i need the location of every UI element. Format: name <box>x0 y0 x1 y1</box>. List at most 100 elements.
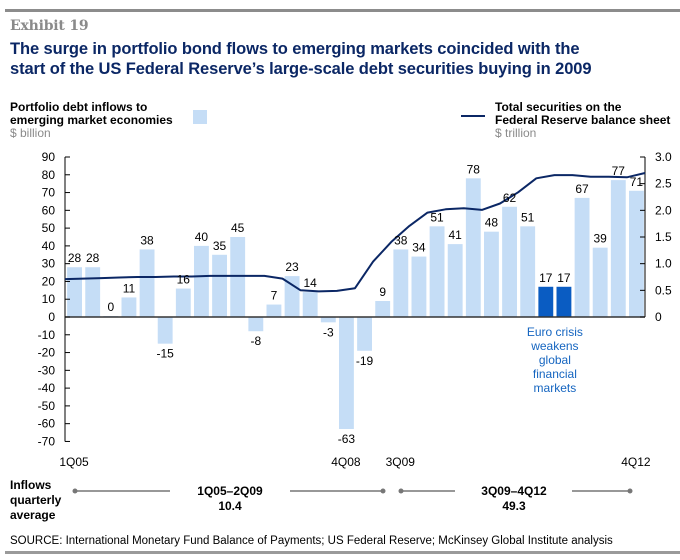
left-tick-label: -20 <box>38 346 56 360</box>
data-label-3Q11: 17 <box>539 271 553 285</box>
fed-balance-sheet-line <box>64 172 646 293</box>
left-tick-label: 80 <box>42 168 56 182</box>
right-tick-label: 0.5 <box>655 283 672 297</box>
left-tick-label: 0 <box>48 310 55 324</box>
data-label-3Q12: 77 <box>612 164 626 178</box>
legend-line-label-1: Total securities on the <box>495 100 622 114</box>
data-label-2Q06: -15 <box>157 347 175 361</box>
bar-2Q07 <box>230 237 246 317</box>
period-1-range: 1Q05–2Q09 <box>197 484 263 498</box>
data-label-1Q09: -19 <box>356 354 374 368</box>
bar-2Q06 <box>157 317 173 344</box>
legend-bars-label-2: emerging market economies <box>10 113 173 127</box>
bar-1Q11 <box>502 206 517 317</box>
data-label-1Q10: 51 <box>430 210 444 224</box>
data-label-2Q10: 41 <box>449 228 463 242</box>
data-label-2Q07: 45 <box>231 221 245 235</box>
annotation-line: financial <box>533 367 577 381</box>
bar-4Q10 <box>484 231 499 317</box>
data-label-1Q05: 28 <box>68 251 82 265</box>
left-tick-label: 10 <box>42 292 56 306</box>
legend-line-swatch <box>461 115 485 117</box>
bar-2Q12 <box>592 247 608 317</box>
data-label-4Q10: 48 <box>485 216 499 230</box>
data-label-2Q11: 51 <box>521 210 535 224</box>
right-tick-label: 0 <box>655 310 662 324</box>
left-tick-label: 20 <box>42 274 56 288</box>
bar-1Q06 <box>139 249 155 317</box>
data-label-3Q10: 78 <box>467 162 481 176</box>
left-tick-label: -50 <box>38 399 56 413</box>
legend-line-label-2: Federal Reserve balance sheet <box>495 113 671 127</box>
data-label-4Q09: 34 <box>412 241 426 255</box>
bar-series <box>67 178 644 429</box>
data-label-4Q11: 17 <box>557 271 571 285</box>
data-label-1Q12: 67 <box>575 182 589 196</box>
data-label-3Q06: 16 <box>177 273 191 287</box>
data-label-2Q08: 14 <box>304 276 318 290</box>
data-label-4Q05: 11 <box>123 281 136 295</box>
bar-4Q05 <box>121 297 137 317</box>
bar-4Q12 <box>629 190 644 317</box>
legend-bars: Portfolio debt inflows to emerging marke… <box>10 101 173 140</box>
data-label-1Q08: 23 <box>285 260 299 274</box>
bar-3Q07 <box>248 317 264 332</box>
left-tick-label: 70 <box>42 186 56 200</box>
exhibit-label: Exhibit 19 <box>10 18 89 34</box>
x-tick-label: 4Q08 <box>331 455 361 469</box>
legend-line-unit: $ trillion <box>495 126 537 140</box>
bar-3Q11 <box>538 286 554 317</box>
right-tick-label: 3.0 <box>655 150 672 164</box>
legend-bar-swatch <box>193 110 207 124</box>
bar-1Q12 <box>574 197 590 317</box>
data-label-2Q09: 9 <box>379 285 386 299</box>
data-label-3Q09: 38 <box>394 233 408 247</box>
bar-3Q06 <box>175 288 191 317</box>
x-tick-label: 4Q12 <box>621 455 651 469</box>
legend-bars-label-1: Portfolio debt inflows to <box>10 100 148 114</box>
source-note: SOURCE: International Monetary Fund Bala… <box>10 535 613 547</box>
legend-line: Total securities on the Federal Reserve … <box>495 101 670 140</box>
footer-label-3: average <box>10 508 56 522</box>
bar-3Q12 <box>610 180 626 317</box>
right-tick-label: 2.0 <box>655 203 672 217</box>
left-tick-label: -40 <box>38 381 56 395</box>
annotation-line: markets <box>534 381 577 395</box>
bar-2Q10 <box>447 244 463 317</box>
annotation-line: weakens <box>530 339 578 353</box>
left-tick-label: 60 <box>42 203 56 217</box>
data-label-3Q05: 0 <box>107 300 114 314</box>
bar-1Q07 <box>212 254 227 317</box>
bar-4Q07 <box>266 304 282 317</box>
data-label-1Q06: 38 <box>140 233 154 247</box>
bar-3Q08 <box>320 317 336 323</box>
bar-4Q08 <box>339 317 354 429</box>
left-tick-label: 90 <box>42 150 56 164</box>
data-label-1Q11: 62 <box>503 191 517 205</box>
right-tick-label: 1.0 <box>655 257 672 271</box>
bar-1Q05 <box>67 267 82 317</box>
period-2-range: 3Q09–4Q12 <box>481 484 547 498</box>
data-label-2Q12: 39 <box>594 232 608 246</box>
period-2: 3Q09–4Q12 49.3 <box>459 484 569 514</box>
top-rule <box>5 9 680 12</box>
annotation-line: global <box>539 353 571 367</box>
left-tick-label: -70 <box>38 434 56 448</box>
left-tick-label: -60 <box>38 417 56 431</box>
left-tick-label: 50 <box>42 221 56 235</box>
data-label-1Q07: 35 <box>213 239 227 253</box>
bar-1Q10 <box>429 226 445 317</box>
bar-2Q05 <box>85 267 101 317</box>
period-2-value: 49.3 <box>502 499 526 513</box>
bar-3Q09 <box>393 249 409 317</box>
data-label-4Q12: 71 <box>630 175 644 189</box>
x-tick-label: 3Q09 <box>386 455 416 469</box>
data-label-3Q07: -8 <box>250 334 261 348</box>
chart-title: The surge in portfolio bond flows to eme… <box>10 39 680 79</box>
bar-2Q11 <box>520 226 536 317</box>
left-tick-label: -30 <box>38 363 56 377</box>
data-label-3Q08: -3 <box>323 325 334 339</box>
bar-4Q06 <box>194 245 209 317</box>
bar-4Q11 <box>556 286 572 317</box>
